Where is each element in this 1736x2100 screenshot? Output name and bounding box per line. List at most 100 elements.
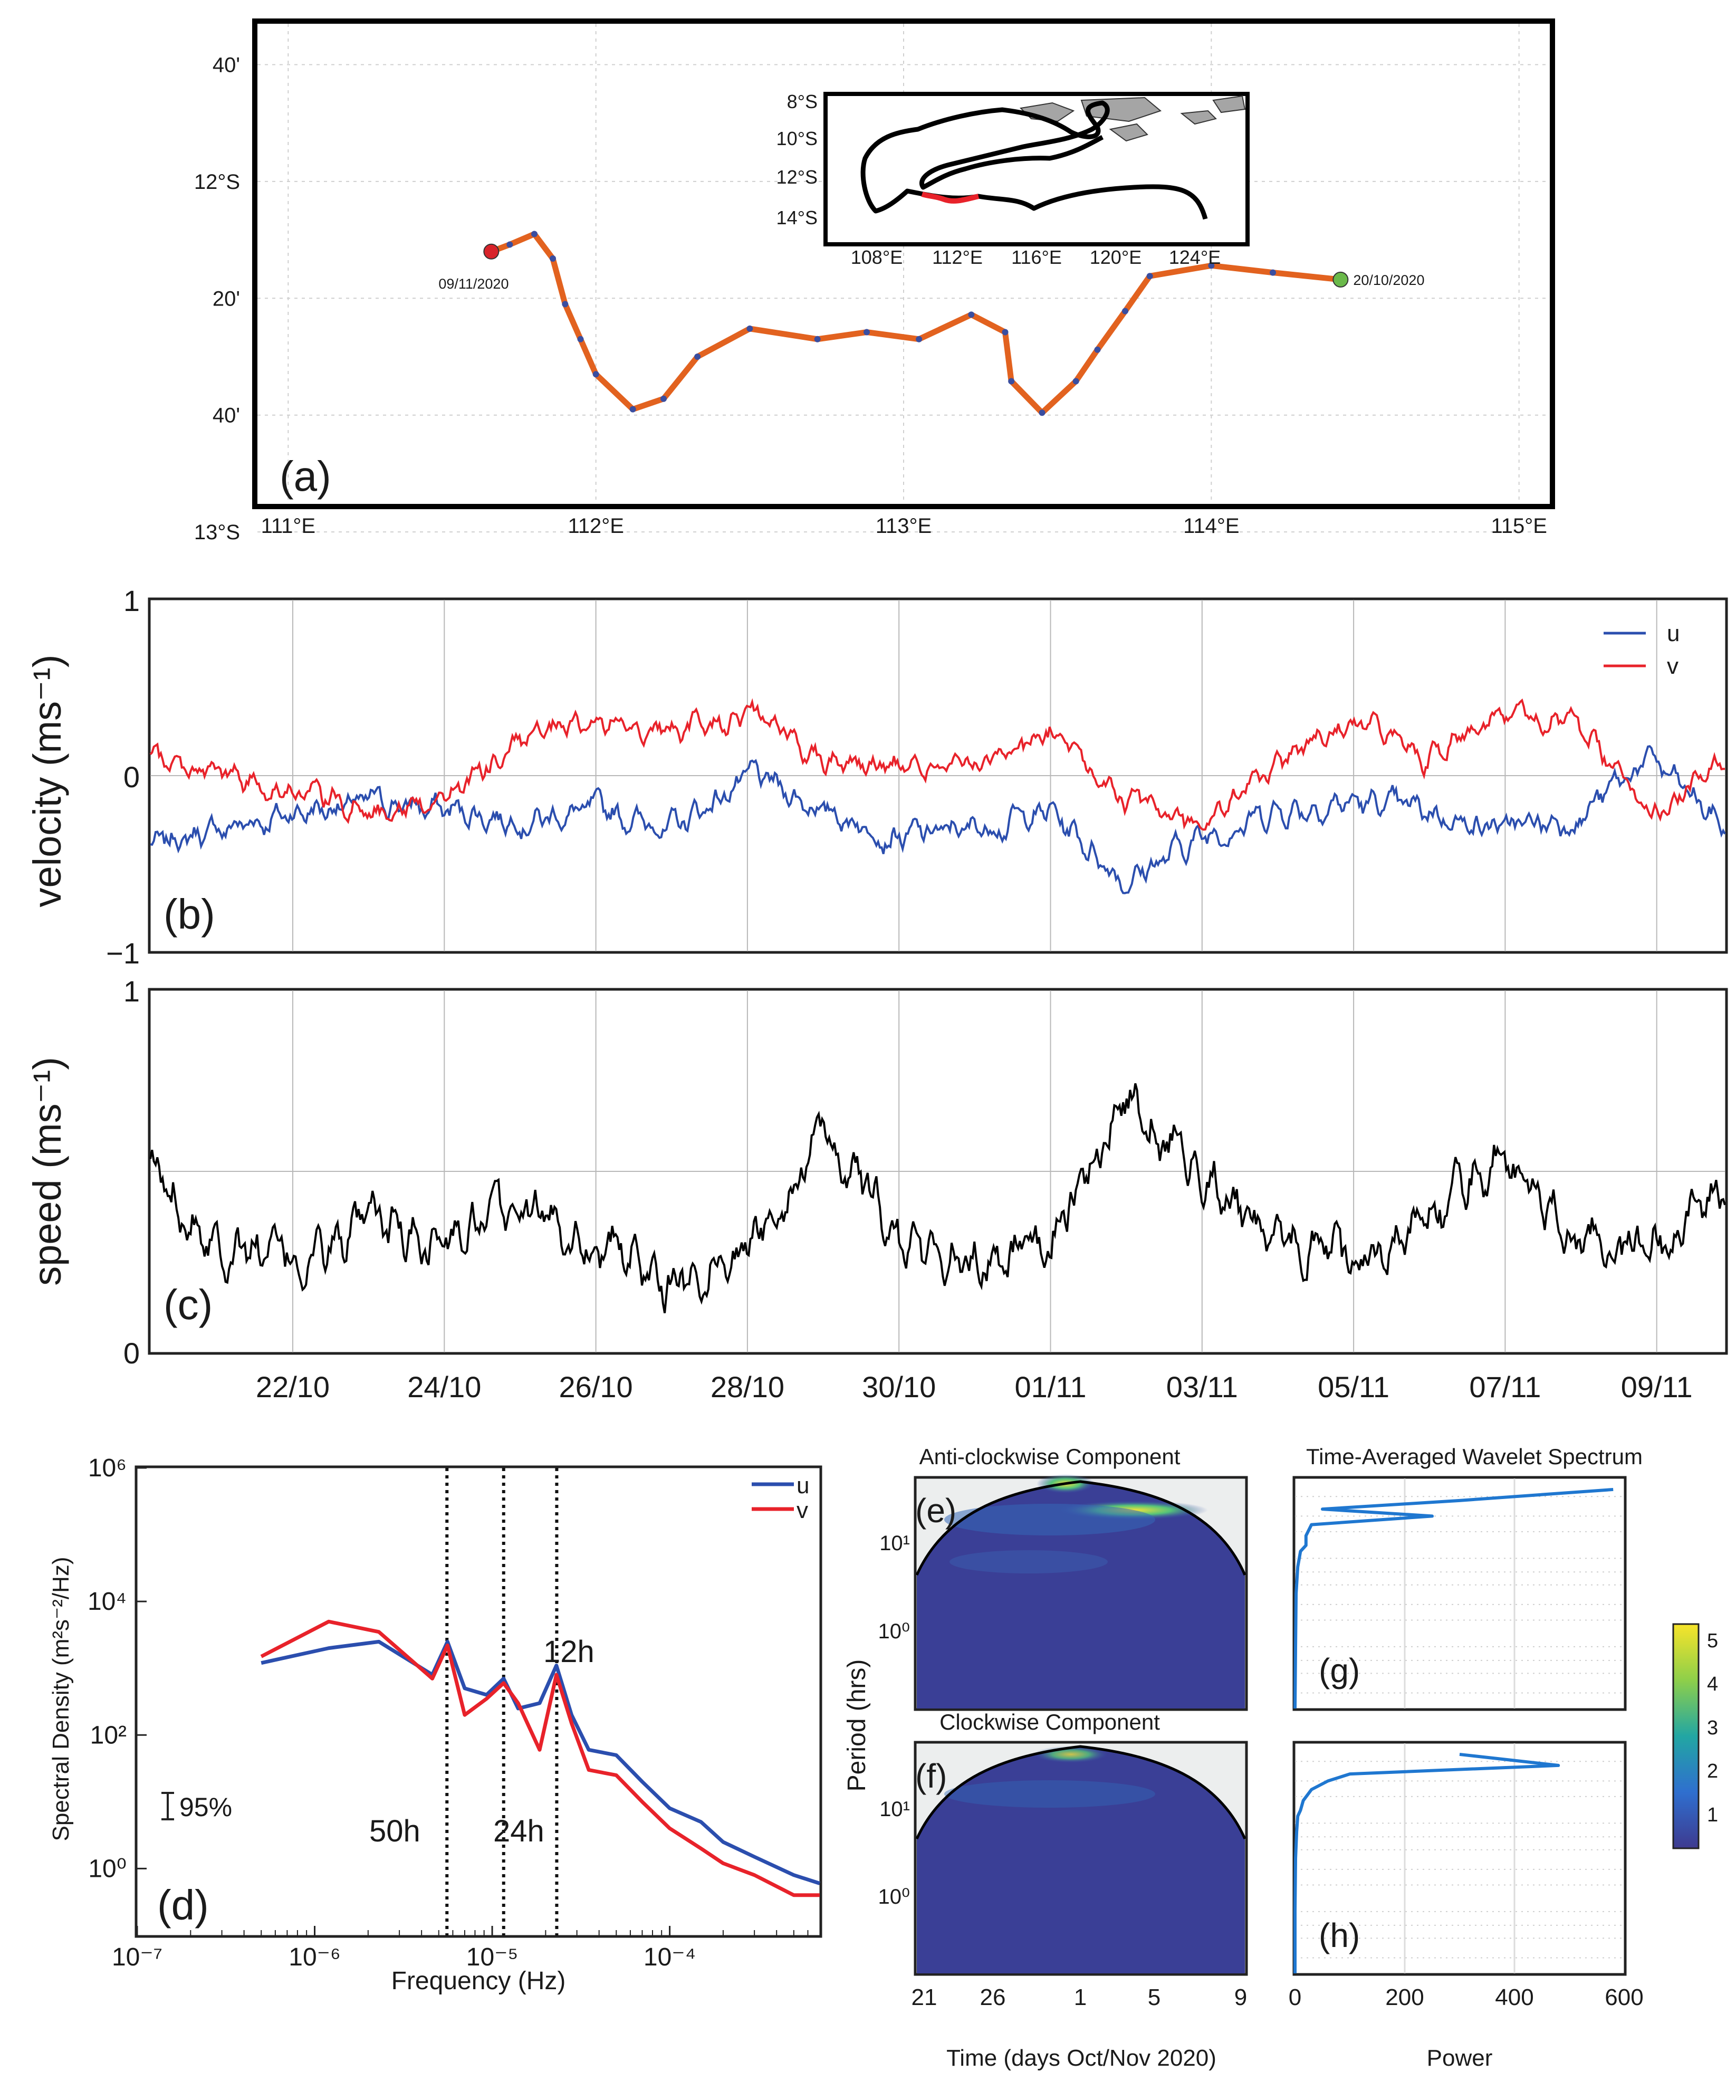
panel-a-label: (a)	[280, 453, 331, 500]
inset-xtick: 120°E	[1090, 246, 1142, 268]
panel-c-frame	[148, 988, 1728, 1355]
daily-marker	[1039, 409, 1046, 416]
wavelet-ylabel: Period (hrs)	[843, 1659, 871, 1792]
daily-marker	[550, 255, 556, 262]
panel-f-title: Clockwise Component	[939, 1710, 1160, 1734]
e-ytick-10-0: 10⁰	[878, 1620, 910, 1643]
panel-a-map: 111°E 112°E 113°E 114°E 115°E 40' 12°S 20' 40' 1…	[194, 18, 1555, 545]
panel-a-yticks: 40' 12°S 20' 40' 13°S	[194, 54, 240, 545]
colorbar-gradient	[1672, 1623, 1700, 1849]
panel-g-frame	[1292, 1476, 1627, 1711]
inset-ytick: 12°S	[776, 166, 818, 188]
psd-v-line	[260, 1619, 820, 1897]
d-xtick-label: 10⁻⁵	[466, 1943, 519, 1971]
d-xtick-label: 10⁻⁴	[644, 1943, 696, 1971]
a-ytick: 12°S	[194, 170, 240, 194]
b-ytick-1: 1	[123, 584, 140, 617]
a-xtick: 111°E	[261, 514, 315, 538]
daily-marker	[916, 336, 923, 342]
panel-c-grid	[150, 990, 1725, 1352]
end-marker	[483, 243, 500, 260]
band	[949, 1550, 1108, 1573]
c-xtick: 30/10	[862, 1370, 936, 1404]
daily-marker	[1002, 329, 1009, 336]
inset-full-track	[860, 100, 1208, 220]
panel-d-frame	[135, 1465, 822, 1938]
daily-marker	[1270, 269, 1276, 276]
panel-e-coi	[915, 1480, 1246, 1576]
island-shape	[1180, 110, 1217, 125]
panel-h-label: (h)	[1319, 1916, 1360, 1954]
d-ytick-label: 10⁴	[88, 1588, 127, 1616]
panel-d-ylabel: Spectral Density (m²s⁻²/Hz)	[48, 1557, 74, 1841]
inset-map: 8°S 10°S 12°S 14°S 108°E 112°E 116°E 120°E 124°…	[776, 91, 1250, 268]
panel-e-title: Anti-clockwise Component	[919, 1444, 1181, 1469]
time-xtick: 5	[1148, 1984, 1160, 2010]
ci-label: 95%	[179, 1792, 232, 1822]
time-xtick: 21	[912, 1984, 937, 2010]
band	[944, 1780, 1155, 1808]
v-velocity-line	[149, 698, 1725, 831]
panel-d-spectrum: 10⁻⁷ 10⁻⁶ 10⁻⁵ 10⁻⁴ 10⁶ 10⁴ 10² 10⁰ Frequency …	[48, 1454, 822, 1995]
start-marker	[1332, 271, 1349, 288]
panel-h-power: (h) 0 200 400 600 Power	[1289, 1741, 1644, 2071]
c-xtick: 01/11	[1015, 1370, 1087, 1404]
a-xtick: 112°E	[568, 514, 624, 538]
island-shape	[1109, 123, 1148, 142]
inset-highlight-track	[921, 192, 980, 204]
time-xtick: 1	[1074, 1984, 1087, 2010]
daily-marker	[577, 336, 584, 342]
a-ytick: 40'	[213, 54, 240, 77]
c-ytick-1: 1	[123, 975, 140, 1008]
panel-f-wavelet: Clockwise Component (f) 10¹ 10⁰ 21 26 1 5 9	[878, 1710, 1248, 2010]
daily-marker	[746, 325, 753, 332]
panel-a-xticks: 111°E 112°E 113°E 114°E 115°E	[261, 514, 1547, 538]
daily-marker	[592, 371, 599, 378]
panel-c-xticks: 22/10 24/10 26/10 28/10 30/10 01/11 03/11 05/11…	[256, 1370, 1693, 1404]
inset-ytick: 8°S	[787, 91, 818, 112]
daily-marker	[1008, 378, 1015, 385]
panel-b-ylabel: velocity (ms⁻¹)	[25, 655, 69, 908]
track-daily-markers	[506, 231, 1276, 416]
daily-marker	[968, 311, 975, 318]
daily-marker	[660, 395, 667, 402]
panel-f-cone	[917, 1746, 1245, 1973]
panel-c-ylabel: speed (ms⁻¹)	[25, 1057, 69, 1286]
daily-marker	[562, 301, 569, 308]
confidence-interval-bar: 95%	[161, 1792, 232, 1822]
d-ytick-label: 10²	[90, 1721, 127, 1749]
speed-line	[149, 1083, 1726, 1313]
island-shape	[1212, 95, 1246, 113]
inset-xtick: 108°E	[851, 246, 903, 268]
panel-e-wavelet: Anti-clockwise Component (e) 10¹ 10⁰	[878, 1444, 1248, 1711]
inset-xtick: 124°E	[1169, 246, 1221, 268]
panel-d-minor-ticks	[190, 1930, 809, 1935]
d-ytick-label: 10⁶	[88, 1454, 127, 1482]
panel-c-label: (c)	[164, 1281, 213, 1328]
c-xtick: 05/11	[1318, 1370, 1389, 1404]
legend-v-label: v	[1667, 653, 1679, 679]
daily-marker	[506, 241, 513, 248]
panel-a-grid	[257, 24, 1550, 533]
panel-h-xticks: 0 200 400 600	[1289, 1984, 1644, 2010]
panel-g-label: (g)	[1319, 1652, 1360, 1689]
power-xtick: 200	[1385, 1984, 1424, 2010]
daily-marker	[531, 231, 538, 237]
a-ytick: 20'	[213, 287, 240, 310]
panel-b-grid	[150, 600, 1725, 951]
colorbar: 5 4 3 2 1	[1672, 1623, 1718, 1849]
panel-d-label: (d)	[157, 1882, 209, 1929]
panel-g-title: Time-Averaged Wavelet Spectrum	[1306, 1444, 1643, 1469]
inset-xticks: 108°E 112°E 116°E 120°E 124°E	[851, 246, 1221, 268]
b-ytick-neg1: −1	[106, 937, 140, 970]
panel-b-yticks: 1 0 −1	[106, 584, 140, 970]
d-xtick-label: 10⁻⁶	[289, 1943, 340, 1971]
panel-h-grid	[1295, 1743, 1624, 1973]
c-xtick: 28/10	[711, 1370, 784, 1404]
c-ytick-0: 0	[123, 1337, 140, 1370]
power-xtick: 600	[1605, 1984, 1643, 2010]
a-xtick: 114°E	[1183, 514, 1239, 538]
power-xtick: 0	[1289, 1984, 1301, 2010]
d-ytick-label: 10⁰	[88, 1855, 127, 1883]
colorbar-ticks: 5 4 3 2 1	[1707, 1630, 1718, 1826]
